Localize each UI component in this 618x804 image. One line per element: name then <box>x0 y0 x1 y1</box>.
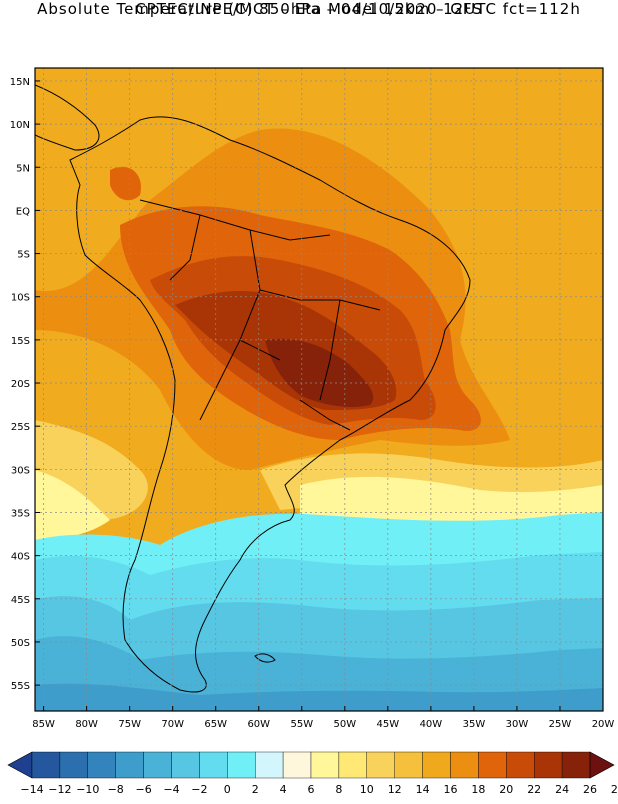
lat-tick-label: 55S <box>11 681 30 692</box>
colorbar-label: 18 <box>471 783 485 796</box>
lon-tick-label: 25W <box>549 719 572 730</box>
colorbar-swatch <box>422 751 451 779</box>
colorbar-swatch <box>338 751 367 779</box>
colorbar-swatch <box>366 751 395 779</box>
lat-tick-label: 10S <box>11 293 30 304</box>
colorbar-label: −12 <box>48 783 71 796</box>
lat-tick-label: 45S <box>11 595 30 606</box>
colorbar-label: 10 <box>360 783 374 796</box>
south-america-coastline <box>69 116 471 693</box>
colorbar-swatch <box>254 751 284 779</box>
colorbar-label: 28 <box>611 783 618 796</box>
lat-tick-label: 15N <box>10 77 30 88</box>
lon-tick-label: 30W <box>506 719 529 730</box>
lon-tick-label: 75W <box>118 719 141 730</box>
colorbar-swatch <box>478 751 507 779</box>
lat-tick-label: 40S <box>11 552 30 563</box>
colorbar-swatch <box>143 751 172 779</box>
colorbar-label: 16 <box>444 783 458 796</box>
lat-tick-label: 30S <box>11 465 30 476</box>
lon-tick-label: 50W <box>334 719 357 730</box>
longitude-axis: 85W 80W 75W 70W 65W 60W 55W 50W 45W 40W 35W 30W 25W 2… <box>32 706 614 730</box>
map-title-line2: Absolute Temperature (C) 850hPa – 04/10/… <box>37 0 581 18</box>
colorbar-swatch <box>534 751 563 779</box>
colorbar-label: −14 <box>20 783 43 796</box>
colorbar-swatch <box>31 751 61 779</box>
colorbar-label: 6 <box>308 783 315 796</box>
colorbar-swatch <box>310 751 340 779</box>
map-frame <box>34 67 604 712</box>
colorbar-swatch <box>171 751 200 779</box>
colorbar-swatch <box>394 751 423 779</box>
falkland-islands <box>254 653 276 663</box>
colorbar-label: 4 <box>280 783 287 796</box>
lat-tick-label: EQ <box>16 206 30 217</box>
colorbar-overflow-triangle <box>589 751 615 779</box>
colorbar-swatch <box>59 751 89 779</box>
colorbar-label: −2 <box>191 783 207 796</box>
country-borders <box>139 199 381 431</box>
colorbar-swatch <box>227 751 256 779</box>
latitude-axis: 15N 10N 5N EQ 5S 10S 15S 20S 25S 30S 35S 40S 45S 50S 5… <box>10 77 40 692</box>
lon-tick-label: 35W <box>463 719 486 730</box>
colorbar-underflow-triangle <box>7 751 33 779</box>
colorbar-swatch <box>87 751 116 779</box>
lon-tick-label: 40W <box>420 719 443 730</box>
coldest-band <box>35 683 603 711</box>
land-extreme-zone <box>265 338 374 407</box>
colorbar-label: −6 <box>135 783 151 796</box>
colorbar-swatch <box>450 751 479 779</box>
lon-tick-label: 65W <box>204 719 227 730</box>
central-america-coastline <box>35 84 100 151</box>
colorbar-label: 20 <box>499 783 513 796</box>
north-hot-spot <box>110 166 141 201</box>
lat-tick-label: 50S <box>11 638 30 649</box>
lon-tick-label: 70W <box>161 719 184 730</box>
colorbar-label: −8 <box>108 783 124 796</box>
colorbar-label: 12 <box>388 783 402 796</box>
lon-tick-label: 60W <box>247 719 270 730</box>
lat-tick-label: 5N <box>16 163 30 174</box>
lat-tick-label: 10N <box>10 120 30 131</box>
coastlines <box>35 84 471 693</box>
lon-tick-label: 20W <box>592 719 615 730</box>
colorbar-label: 0 <box>224 783 231 796</box>
lat-tick-label: 20S <box>11 379 30 390</box>
colorbar-label: 24 <box>555 783 569 796</box>
map-title-line1: CPTEC/INPE/MCT – Eta Model 15km – GFS <box>135 0 483 18</box>
lat-tick-label: 5S <box>17 250 30 261</box>
colorbar-swatch <box>506 751 535 779</box>
colorbar-label: 14 <box>416 783 430 796</box>
temperature-field <box>35 68 603 711</box>
colorbar-swatch <box>199 751 228 779</box>
colorbar: −14 −12 −10 −8 −6 −4 −2 0 2 4 6 8 10 12 14 16 18 20 22 24 26… <box>7 751 618 796</box>
colorbar-label: −4 <box>163 783 179 796</box>
lat-lon-gridlines <box>35 68 603 711</box>
lon-tick-label: 45W <box>377 719 400 730</box>
lat-tick-label: 25S <box>11 422 30 433</box>
colorbar-label: 22 <box>527 783 541 796</box>
colorbar-label: 26 <box>583 783 597 796</box>
lat-tick-label: 35S <box>11 508 30 519</box>
lon-tick-label: 80W <box>75 719 98 730</box>
colorbar-swatch <box>561 751 591 779</box>
colorbar-label: 8 <box>335 783 342 796</box>
lat-tick-label: 15S <box>11 336 30 347</box>
lon-tick-label: 55W <box>290 719 313 730</box>
colorbar-label: 2 <box>252 783 259 796</box>
colorbar-swatch <box>115 751 144 779</box>
colorbar-label: −10 <box>76 783 99 796</box>
lon-tick-label: 85W <box>32 719 55 730</box>
colorbar-swatch <box>282 751 312 779</box>
